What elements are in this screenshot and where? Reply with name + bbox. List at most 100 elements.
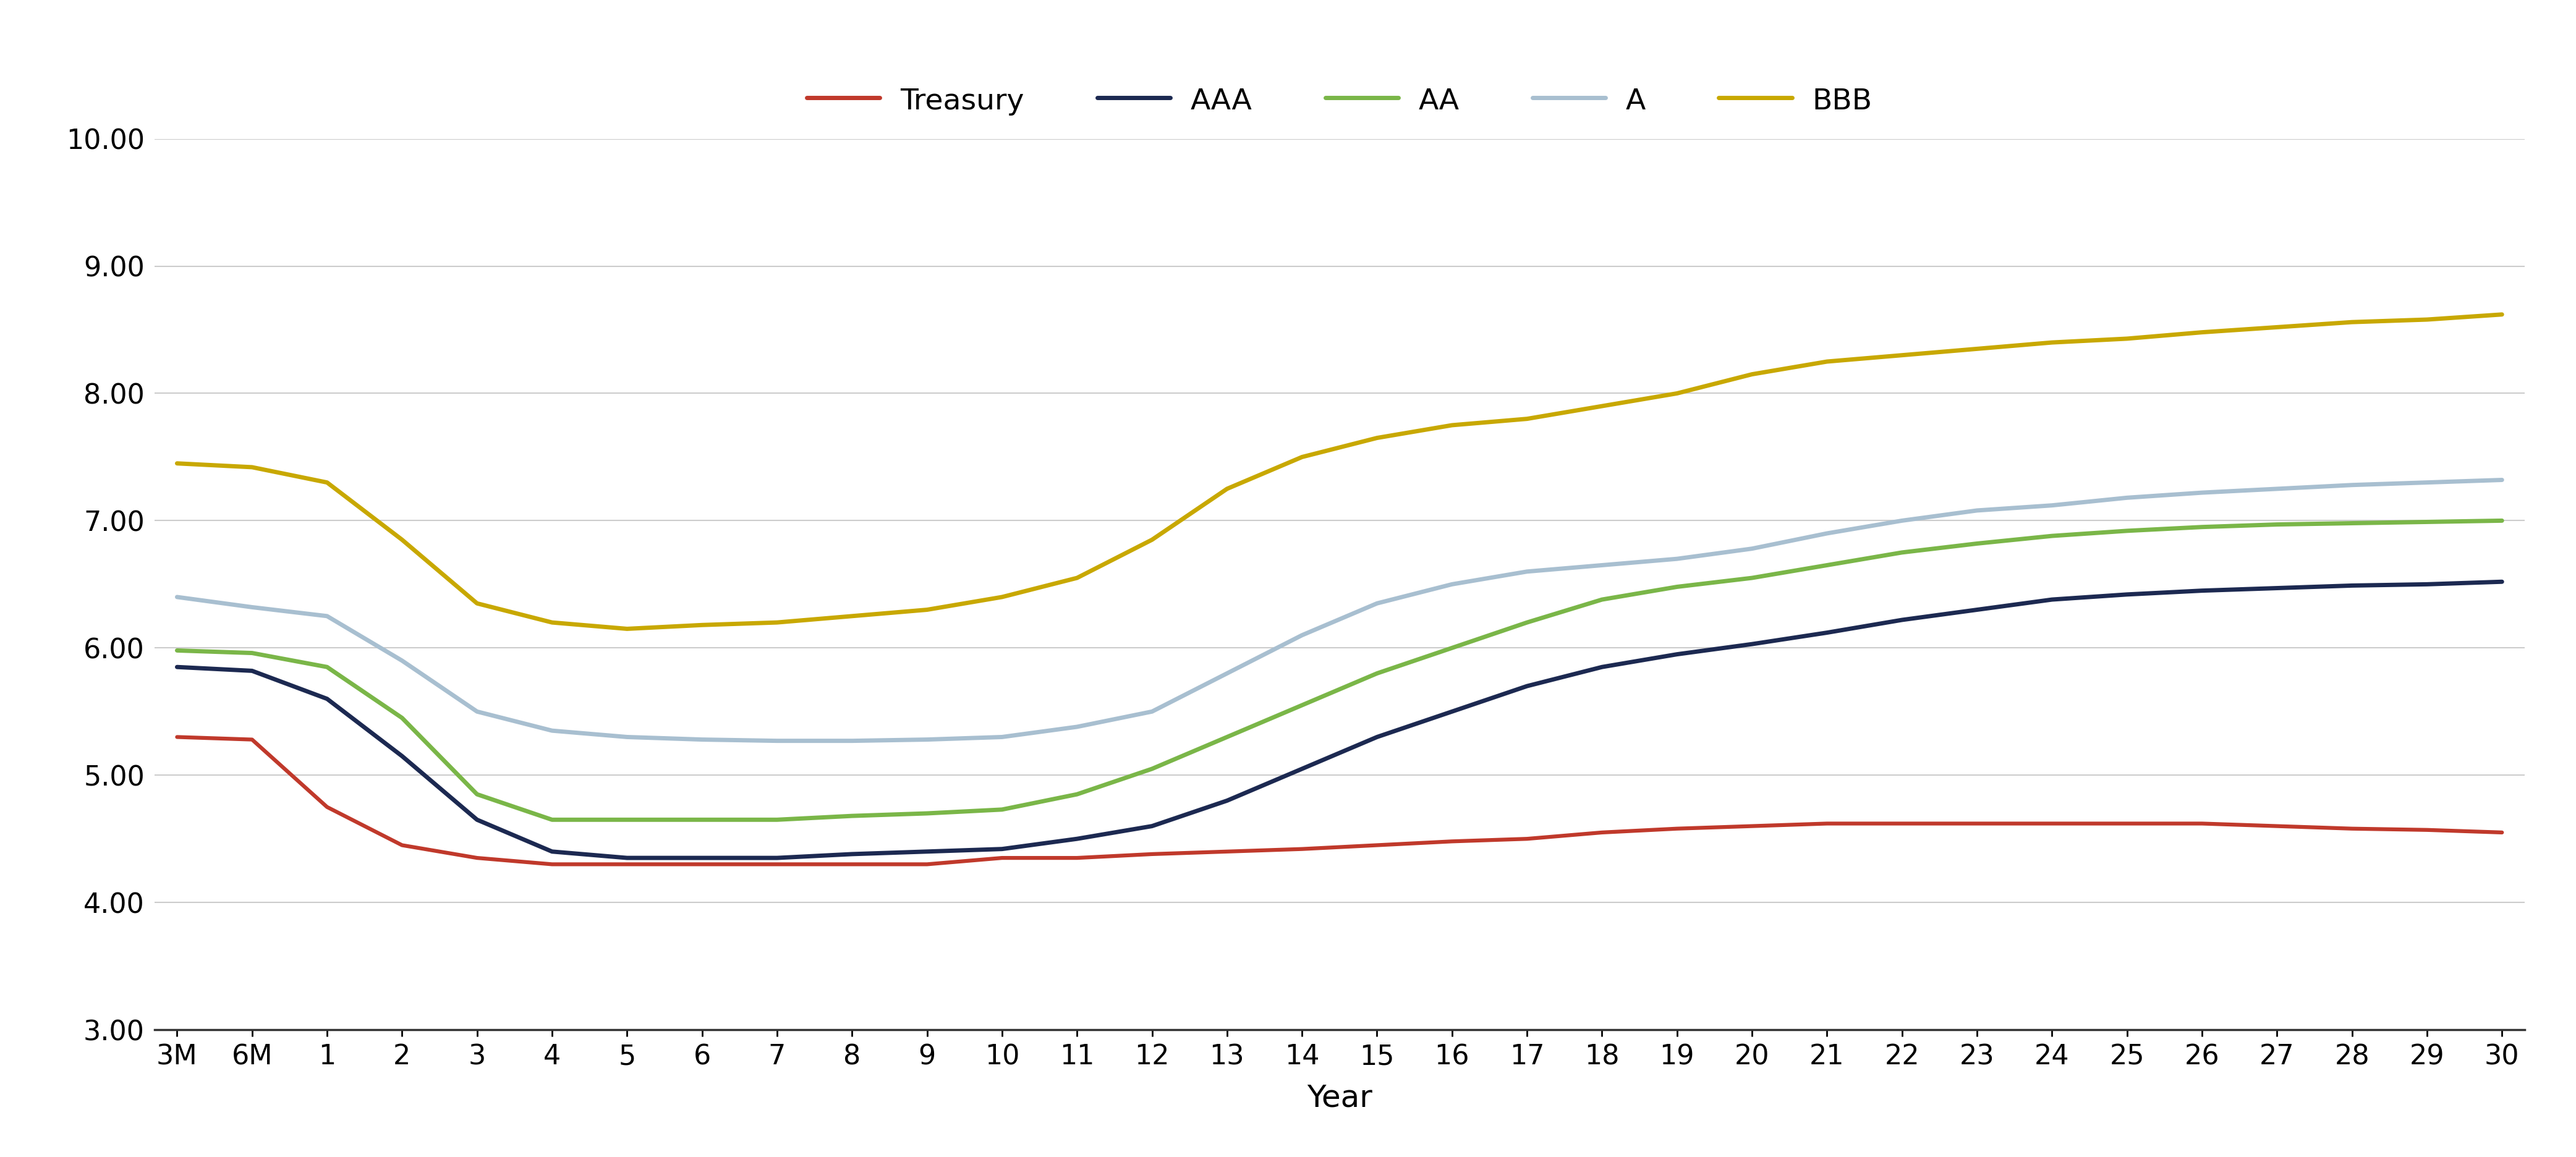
BBB — [688, 618, 719, 632]
BBB — [1136, 532, 1167, 547]
AA — [1512, 616, 1543, 629]
AA — [1587, 592, 1618, 606]
BBB — [2411, 312, 2442, 326]
Treasury — [1587, 826, 1618, 840]
AA — [2112, 524, 2143, 538]
A — [461, 705, 492, 718]
AAA — [762, 852, 793, 865]
AA — [2411, 515, 2442, 529]
BBB — [1211, 482, 1242, 496]
Line: Treasury: Treasury — [178, 737, 2501, 864]
A — [386, 654, 417, 668]
A — [837, 734, 868, 747]
A — [2336, 478, 2367, 492]
AA — [162, 643, 193, 657]
Treasury — [1136, 847, 1167, 861]
BBB — [2486, 308, 2517, 322]
A — [1136, 705, 1167, 718]
A — [688, 732, 719, 746]
A — [1662, 552, 1692, 566]
A — [2187, 486, 2218, 500]
AA — [1960, 537, 1991, 551]
AAA — [1136, 819, 1167, 833]
Treasury — [1736, 819, 1767, 833]
A — [1285, 628, 1316, 642]
AA — [1285, 699, 1316, 713]
AAA — [1886, 613, 1917, 627]
BBB — [237, 460, 268, 474]
AA — [2187, 521, 2218, 535]
AAA — [1736, 638, 1767, 651]
BBB — [1587, 399, 1618, 413]
BBB — [2262, 320, 2293, 334]
AAA — [2038, 592, 2069, 606]
Treasury — [237, 732, 268, 746]
AA — [536, 812, 567, 826]
Treasury — [2262, 819, 2293, 833]
AA — [762, 812, 793, 826]
AAA — [1811, 626, 1842, 640]
AAA — [2187, 584, 2218, 598]
Treasury — [1211, 845, 1242, 858]
A — [1736, 541, 1767, 555]
BBB — [1061, 572, 1092, 585]
Treasury — [1437, 834, 1468, 848]
A — [162, 590, 193, 604]
BBB — [1285, 450, 1316, 464]
Treasury — [536, 857, 567, 871]
A — [1061, 720, 1092, 734]
AA — [611, 812, 641, 826]
Treasury — [1512, 832, 1543, 846]
AAA — [386, 750, 417, 764]
Treasury — [1886, 817, 1917, 831]
A — [1512, 565, 1543, 578]
AA — [837, 809, 868, 823]
A — [912, 732, 943, 746]
A — [1211, 666, 1242, 680]
AA — [2486, 514, 2517, 528]
AAA — [1211, 794, 1242, 808]
AA — [1061, 788, 1092, 802]
AAA — [688, 852, 719, 865]
Treasury — [1363, 838, 1394, 852]
A — [762, 734, 793, 747]
Line: AA: AA — [178, 521, 2501, 819]
BBB — [1886, 348, 1917, 362]
BBB — [762, 616, 793, 629]
BBB — [2112, 332, 2143, 346]
Treasury — [2038, 817, 2069, 831]
AA — [1736, 572, 1767, 585]
Treasury — [1960, 817, 1991, 831]
AAA — [837, 847, 868, 861]
AAA — [1363, 730, 1394, 744]
AAA — [536, 845, 567, 858]
Line: A: A — [178, 480, 2501, 740]
BBB — [987, 590, 1018, 604]
BBB — [1363, 432, 1394, 445]
Treasury — [688, 857, 719, 871]
Legend: Treasury, AAA, AA, A, BBB: Treasury, AAA, AA, A, BBB — [806, 86, 1873, 116]
BBB — [611, 622, 641, 636]
BBB — [312, 476, 343, 489]
Treasury — [386, 838, 417, 852]
AAA — [912, 845, 943, 858]
AAA — [2262, 581, 2293, 595]
AAA — [2411, 577, 2442, 591]
Treasury — [2187, 817, 2218, 831]
BBB — [2336, 315, 2367, 329]
Treasury — [1662, 821, 1692, 835]
AA — [1811, 559, 1842, 573]
AAA — [2336, 578, 2367, 592]
Treasury — [2112, 817, 2143, 831]
AA — [237, 646, 268, 659]
A — [611, 730, 641, 744]
A — [2038, 499, 2069, 513]
A — [1437, 577, 1468, 591]
AAA — [162, 661, 193, 675]
A — [1960, 503, 1991, 517]
A — [2112, 491, 2143, 504]
AAA — [1061, 832, 1092, 846]
Treasury — [2336, 821, 2367, 835]
AA — [386, 710, 417, 724]
AA — [1662, 580, 1692, 594]
